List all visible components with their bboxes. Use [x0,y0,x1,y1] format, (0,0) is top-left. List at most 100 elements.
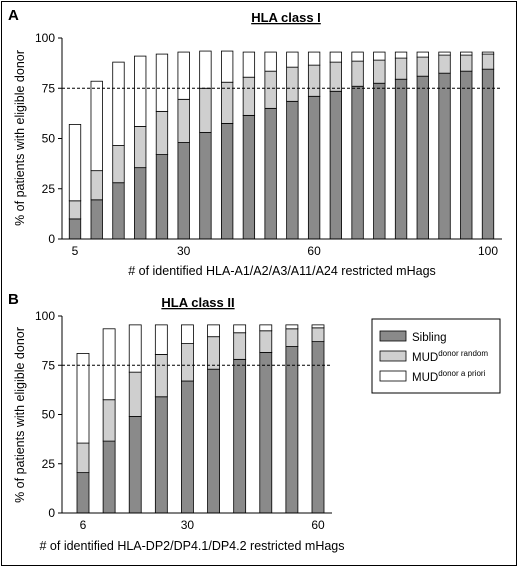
bar-mud-random [181,343,194,382]
bar-mud-random [76,442,90,474]
bar-mud-random [134,126,147,169]
bar-mud-random [242,76,256,116]
bar-sibling [329,90,342,240]
panel-a-xlabel: # of identified HLA-A1/A2/A3/A11/A24 res… [128,264,436,278]
bar-mud-apriori [112,61,125,146]
bar-mud-apriori [259,324,273,332]
panel-a-y-tick-label: 100 [35,31,55,45]
bar-mud-apriori [177,51,190,100]
bar-sibling [233,358,247,514]
panel-a-x-tick-label: 5 [72,244,79,258]
bar-mud-random [351,60,364,87]
legend-swatch-sibling [379,330,407,342]
panel-a-x-tick-label: 100 [478,244,498,258]
panel-a-y-tick-label: 75 [42,81,56,95]
panel-b-ylabel: % of patients with eligible donor [13,327,27,503]
bar-sibling [154,396,168,514]
legend-swatch-mud-random [379,350,407,362]
bar-sibling [394,78,408,240]
bar-mud-apriori [311,324,325,329]
bar-mud-random [259,330,273,353]
panel-a-x-tick-label: 60 [307,244,321,258]
bar-sibling [285,346,299,514]
bar-mud-random [438,54,451,74]
bar-mud-apriori [416,51,429,58]
bar-sibling [102,440,116,514]
bar-sibling [373,82,386,240]
bar-sibling [199,132,212,240]
panel-b-x-tick-label: 30 [181,518,195,532]
panel-a-ylabel: % of patients with eligible donor [13,50,27,226]
bar-mud-random [233,332,247,360]
bar-mud-random [207,336,220,370]
bar-sibling [90,199,103,240]
panel-b-y-tick-label: 0 [48,506,55,520]
chart-b: 0 25 50 75 100 6 30 60 [35,309,332,532]
bar-sibling [259,352,273,514]
panel-b-y-tick-label: 25 [42,457,56,471]
bar-sibling [311,341,325,514]
panel-b-y-tick-label: 50 [42,408,56,422]
bar-mud-apriori [233,324,247,334]
bar-mud-random [199,87,212,133]
panel-b-x-tick-label: 60 [311,518,325,532]
bar-mud-random [311,327,325,343]
bar-sibling [264,107,277,240]
bar-mud-apriori [329,51,342,63]
bar-sibling [221,123,234,240]
bar-sibling [481,68,495,240]
panel-b-xlabel: # of identified HLA-DP2/DP4.1/DP4.2 rest… [40,539,345,553]
bar-mud-random [68,200,82,220]
bar-mud-apriori [242,51,256,78]
bar-mud-random [264,70,277,109]
bar-sibling [460,70,473,240]
panel-b-x-tick-label: 6 [80,518,87,532]
bar-mud-apriori [351,51,364,62]
bar-mud-apriori [286,51,299,68]
bar-mud-random [102,399,116,442]
panel-a-x-tick-label: 30 [177,244,191,258]
panel-b-title: HLA class II [161,295,234,310]
bar-mud-apriori [373,51,386,61]
bar-mud-apriori [90,80,103,172]
bar-sibling [207,368,220,514]
bar-mud-random [394,57,408,80]
panel-a-letter: A [8,7,19,24]
bar-mud-random [154,354,168,398]
bar-mud-apriori [221,50,234,83]
bar-mud-random [90,170,103,201]
bar-mud-apriori [199,50,212,89]
bar-sibling [68,218,82,240]
bar-mud-apriori [155,53,169,112]
panel-b-letter: B [8,291,19,308]
bar-sibling [181,380,194,514]
bar-sibling [177,142,190,240]
bar-sibling [242,114,256,240]
bar-sibling [76,472,90,514]
bar-mud-apriori [154,324,168,355]
legend: Sibling MUDdonor random MUDdonor a prior… [371,318,501,394]
bar-mud-apriori [102,328,116,401]
bar-mud-random [329,61,342,92]
legend-label-mud-apriori: MUDdonor a priori [412,369,486,384]
bar-mud-apriori [264,51,277,72]
bar-mud-apriori [181,324,194,344]
legend-label-sibling: Sibling [412,332,447,344]
bar-mud-random [286,66,299,102]
bar-mud-apriori [394,51,408,59]
bar-mud-apriori [460,51,473,56]
bar-mud-random [307,64,321,97]
bar-mud-apriori [481,51,495,55]
bar-sibling [112,182,125,240]
bar-mud-apriori [76,353,90,444]
bar-mud-apriori [134,55,147,127]
chart-a: 0 25 50 75 100 5 30 60 100 [35,31,502,258]
bar-mud-random [373,59,386,84]
bar-sibling [286,100,299,240]
bar-mud-random [460,54,473,72]
bar-mud-apriori [128,324,142,373]
bar-sibling [416,75,429,240]
bar-mud-random [285,328,299,347]
panel-b-y-tick-label: 100 [35,309,55,323]
